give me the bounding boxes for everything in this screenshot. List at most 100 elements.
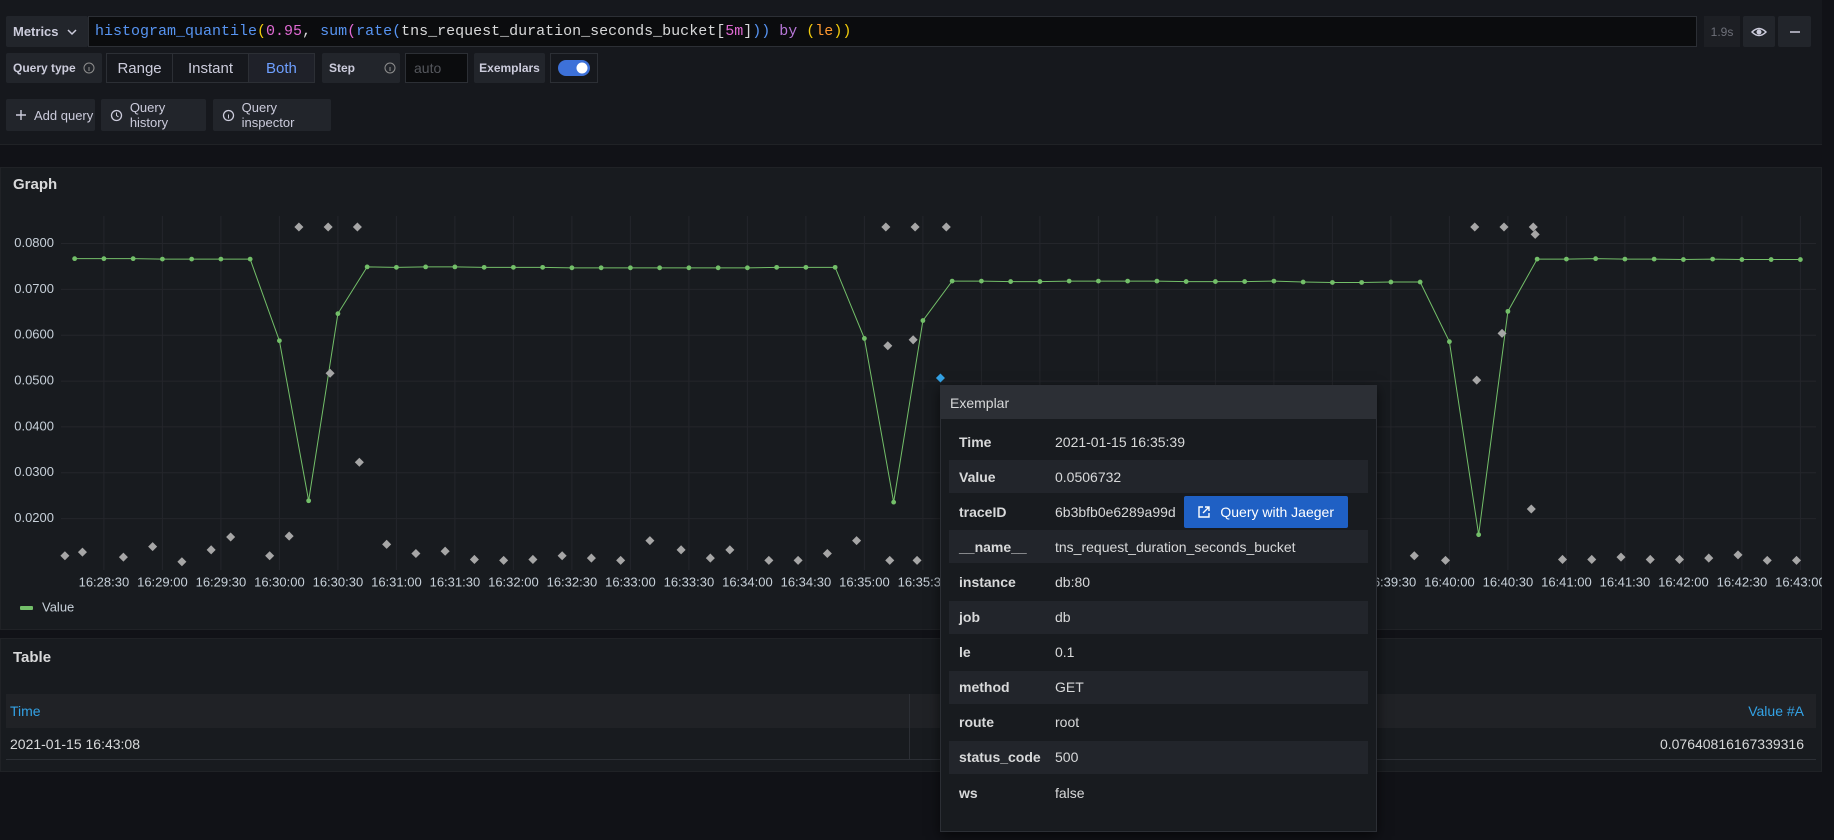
series-point xyxy=(481,264,487,270)
switch xyxy=(558,60,590,76)
series-point xyxy=(1183,279,1189,284)
query-type-label-box: Query type xyxy=(6,53,102,83)
column-header[interactable]: Value #A xyxy=(1748,703,1804,719)
query-input[interactable]: histogram_quantile(0.95, sum(rate(tns_re… xyxy=(88,16,1697,47)
series-point xyxy=(72,256,78,262)
exemplar-marker xyxy=(910,222,920,232)
series-point xyxy=(1271,278,1277,284)
x-tick-label: 16:42:00 xyxy=(1658,574,1709,589)
series-point xyxy=(1768,257,1774,262)
x-tick-label: 16:35:30 xyxy=(898,574,949,589)
query-token: histogram_quantile xyxy=(95,23,258,40)
y-tick-label: 0.0500 xyxy=(14,373,54,388)
series-point xyxy=(715,265,721,271)
series-point xyxy=(423,264,429,270)
exemplar-marker xyxy=(60,551,70,561)
series-point xyxy=(1417,279,1423,285)
query-history-button[interactable]: Query history xyxy=(101,99,206,131)
series-point xyxy=(277,338,282,344)
query-token: ( xyxy=(347,23,357,40)
series-point xyxy=(1505,308,1511,314)
query-token: ( xyxy=(392,23,402,40)
exemplar-marker xyxy=(118,552,128,562)
exemplar-marker xyxy=(1528,222,1538,232)
exemplar-marker xyxy=(912,555,922,565)
tooltip-key: traceID xyxy=(959,503,1007,520)
series-line xyxy=(74,258,1801,535)
exemplar-marker xyxy=(284,531,294,541)
series-point xyxy=(218,256,224,262)
query-type-label: Query type xyxy=(13,61,76,75)
step-input[interactable]: auto xyxy=(405,53,468,83)
exemplar-marker xyxy=(1616,552,1626,562)
query-inspector-button[interactable]: Query inspector xyxy=(213,99,331,131)
exemplar-marker xyxy=(881,222,891,232)
x-tick-label: 16:29:00 xyxy=(137,574,188,589)
exemplar-marker xyxy=(411,548,421,559)
series-point xyxy=(1008,279,1014,284)
exemplar-marker xyxy=(1674,554,1685,564)
query-token: le xyxy=(815,23,834,40)
metrics-button[interactable]: Metrics xyxy=(6,16,88,47)
minus-icon xyxy=(1789,30,1800,33)
external-link-icon xyxy=(1198,505,1211,518)
tooltip-key: Time xyxy=(959,433,992,450)
button-label: Add query xyxy=(34,107,94,123)
jaeger-button[interactable]: Query with Jaeger xyxy=(1183,495,1348,528)
series-point xyxy=(394,264,399,270)
tooltip-value: 2021-01-15 16:35:39 xyxy=(1055,433,1185,450)
exemplar-marker xyxy=(528,554,538,564)
x-tick-label: 16:35:00 xyxy=(839,574,890,589)
exemplars-label: Exemplars xyxy=(474,53,545,83)
y-tick-label: 0.0400 xyxy=(14,418,54,433)
exemplar-marker xyxy=(226,532,236,542)
legend-swatch xyxy=(20,606,33,610)
series-point xyxy=(1739,257,1745,262)
exemplar-marker xyxy=(1499,222,1509,232)
exemplar-marker xyxy=(1526,504,1536,514)
query-token: 5m xyxy=(725,23,744,40)
exemplar-marker xyxy=(1530,229,1540,239)
exemplar-marker xyxy=(352,222,362,232)
exemplar-marker xyxy=(469,554,479,564)
plus-icon xyxy=(16,110,26,120)
query-token: ] xyxy=(743,23,753,40)
series-point xyxy=(1447,339,1452,345)
x-tick-label: 16:30:30 xyxy=(313,574,364,589)
y-tick-label: 0.0300 xyxy=(14,464,54,479)
exemplar-marker xyxy=(1587,554,1597,564)
series-point xyxy=(628,265,633,271)
query-type-option[interactable]: Range xyxy=(107,54,174,82)
add-query-button[interactable]: Add query xyxy=(6,99,95,131)
tooltip-row: route root xyxy=(949,706,1368,739)
query-duration: 1.9s xyxy=(1704,16,1740,47)
series-point xyxy=(745,265,750,271)
tooltip-key: Value xyxy=(959,468,996,485)
tooltip-value: GET xyxy=(1055,679,1084,696)
column-header[interactable]: Time xyxy=(10,703,41,719)
exemplar-marker xyxy=(885,555,895,565)
x-tick-label: 16:39:30 xyxy=(1366,574,1417,589)
tooltip-key: ws xyxy=(959,784,978,801)
query-token: ( xyxy=(806,23,816,40)
query-type-option-selected[interactable]: Both xyxy=(248,54,314,82)
exemplars-toggle[interactable] xyxy=(550,53,598,83)
legend-label: Value xyxy=(42,599,74,614)
query-token: ( xyxy=(257,23,267,40)
button-label: Query inspector xyxy=(241,100,295,130)
remove-query[interactable] xyxy=(1778,16,1811,47)
series-point xyxy=(1359,280,1365,285)
tooltip-row: method GET xyxy=(949,670,1368,704)
series-point xyxy=(920,318,926,323)
series-point xyxy=(1125,278,1131,284)
toggle-visibility[interactable] xyxy=(1743,16,1775,47)
exemplar-marker xyxy=(705,553,715,563)
series-point xyxy=(862,336,867,341)
exemplar-marker xyxy=(1704,553,1714,563)
query-type-option[interactable]: Instant xyxy=(173,54,249,82)
series-point xyxy=(1564,256,1569,262)
y-tick-label: 0.0800 xyxy=(14,235,54,250)
exemplar-marker xyxy=(382,539,392,549)
exemplar-marker xyxy=(1557,554,1568,564)
x-tick-label: 16:29:30 xyxy=(196,574,247,589)
